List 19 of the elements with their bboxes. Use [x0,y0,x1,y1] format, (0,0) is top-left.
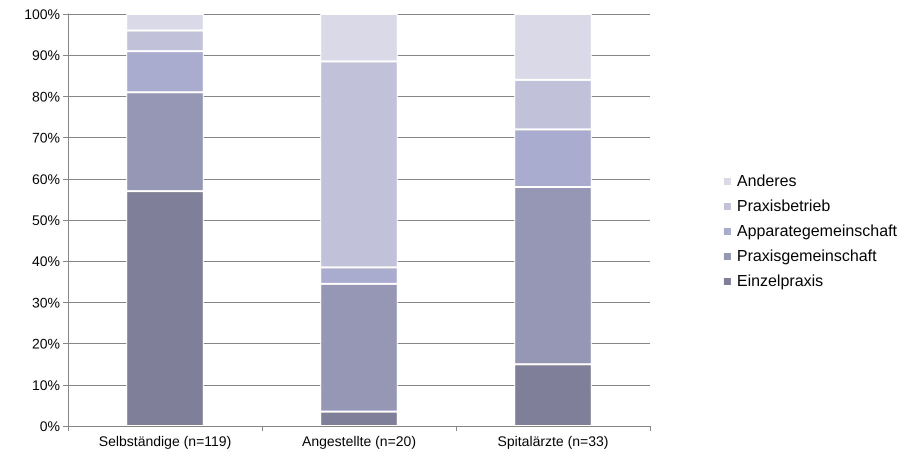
y-tick-label: 50% [32,212,60,228]
y-tick-label: 70% [32,130,60,146]
legend-label: Anderes [736,173,796,190]
y-tick-label: 10% [32,376,60,393]
y-tick-label: 30% [32,294,60,310]
y-tick-label: 20% [32,336,60,352]
legend-label: Praxisbetrieb [736,198,830,215]
x-tick-label: Spitalärzte (n=33) [498,433,608,449]
legend-label: Einzelpraxis [736,273,824,290]
y-tick-label: 80% [32,88,60,104]
legend-label: Apparategemeinschaft [736,223,898,240]
legend-label: Praxisgemeinschaft [736,248,878,265]
y-tick-label: 40% [32,253,60,270]
y-tick-label: 60% [32,170,60,187]
x-tick-label: Selbständige (n=119) [98,433,232,449]
y-tick-label: 90% [32,47,60,64]
y-tick-label: 100% [24,6,60,22]
x-tick-label: Angestellte (n=20) [302,433,416,449]
y-tick-label: 0% [40,418,60,434]
